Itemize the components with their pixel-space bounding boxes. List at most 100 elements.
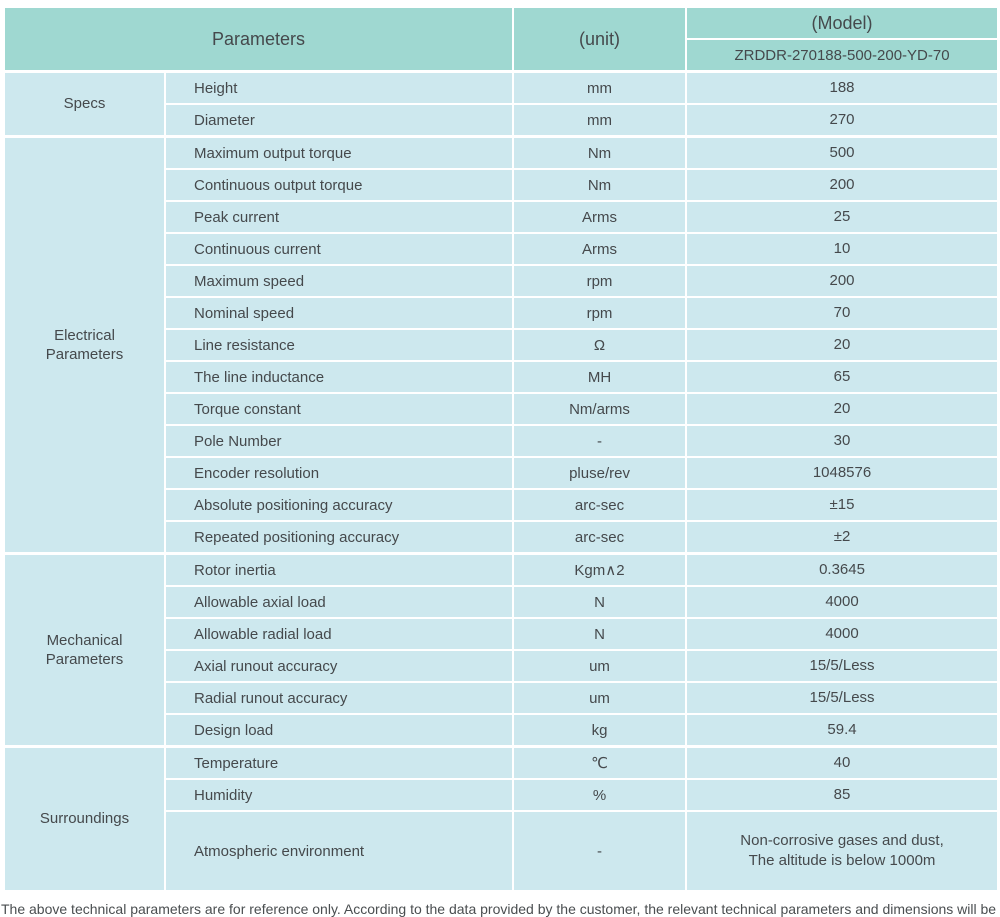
value-cell: 30 — [685, 424, 1000, 458]
value-cell: 70 — [685, 296, 1000, 330]
unit-cell: arc-sec — [512, 488, 688, 522]
spec-table: Parameters (unit) (Model) ZRDDR-270188-5… — [2, 6, 1000, 892]
param-cell: Continuous output torque — [163, 168, 515, 202]
unit-cell: Nm/arms — [512, 392, 688, 426]
value-cell: 85 — [685, 778, 1000, 812]
value-cell: 65 — [685, 360, 1000, 394]
section-label: Specs — [63, 95, 106, 113]
unit-cell: Ω — [512, 328, 688, 362]
value-cell: 270 — [685, 103, 1000, 138]
unit-cell: - — [512, 424, 688, 458]
value-cell: 20 — [685, 328, 1000, 362]
table-row: Peak current Arms 25 — [4, 200, 1000, 234]
param-cell: Rotor inertia — [163, 552, 515, 587]
section-cell-electrical: Electrical Parameters — [3, 135, 166, 555]
value-cell: 188 — [685, 70, 1000, 105]
table-row: Surroundings Temperature ℃ 40 — [3, 745, 1000, 892]
table-row: Allowable axial load N 4000 — [4, 585, 1000, 619]
value-cell: 1048576 — [685, 456, 1000, 490]
unit-cell: Nm — [512, 168, 688, 202]
param-cell: Maximum speed — [163, 264, 515, 298]
value-cell: 500 — [685, 135, 1000, 170]
param-cell: Line resistance — [163, 328, 515, 362]
unit-cell: rpm — [512, 296, 688, 330]
table-row: Repeated positioning accuracy arc-sec ±2 — [4, 520, 1000, 555]
table-row: Design load kg 59.4 — [4, 713, 1000, 748]
table-row: Absolute positioning accuracy arc-sec ±1… — [4, 488, 1000, 522]
unit-cell: mm — [512, 70, 688, 105]
footnote: The above technical parameters are for r… — [1, 901, 1000, 917]
param-cell: Peak current — [163, 200, 515, 234]
table-row: Axial runout accuracy um 15/5/Less — [4, 649, 1000, 683]
table-row: Continuous output torque Nm 200 — [4, 168, 1000, 202]
value-cell: 15/5/Less — [685, 649, 1000, 683]
table-row: The line inductance MH 65 — [4, 360, 1000, 394]
model-header: (Model) — [685, 6, 1000, 40]
table-row: Electrical Parameters Maximum output tor… — [3, 135, 1000, 555]
table-row: Encoder resolution pluse/rev 1048576 — [4, 456, 1000, 490]
section-label: Surroundings — [39, 810, 130, 828]
unit-cell: kg — [512, 713, 688, 748]
unit-cell: pluse/rev — [512, 456, 688, 490]
value-cell: 200 — [685, 168, 1000, 202]
param-cell: Continuous current — [163, 232, 515, 266]
table-row: Radial runout accuracy um 15/5/Less — [4, 681, 1000, 715]
table-row: Maximum speed rpm 200 — [4, 264, 1000, 298]
value-cell: 25 — [685, 200, 1000, 234]
param-cell: Diameter — [163, 103, 515, 138]
param-cell: Allowable axial load — [163, 585, 515, 619]
unit-cell: Arms — [512, 200, 688, 234]
param-cell: Atmospheric environment — [163, 810, 515, 892]
param-cell: Absolute positioning accuracy — [163, 488, 515, 522]
section-label: Electrical Parameters — [45, 326, 124, 364]
value-cell: 10 — [685, 232, 1000, 266]
table-row: Torque constant Nm/arms 20 — [4, 392, 1000, 426]
unit-cell: ℃ — [512, 745, 688, 780]
table-row: Allowable radial load N 4000 — [4, 617, 1000, 651]
unit-cell: N — [512, 617, 688, 651]
unit-header: (unit) — [512, 6, 688, 73]
unit-cell: MH — [512, 360, 688, 394]
param-cell: Maximum output torque — [163, 135, 515, 170]
param-cell: Axial runout accuracy — [163, 649, 515, 683]
section-cell-specs: Specs — [3, 70, 166, 138]
table-row: Humidity % 85 — [4, 778, 1000, 812]
unit-cell: um — [512, 681, 688, 715]
parameters-header: Parameters — [2, 6, 515, 73]
param-cell: Design load — [163, 713, 515, 748]
unit-cell: Arms — [512, 232, 688, 266]
unit-cell: mm — [512, 103, 688, 138]
param-cell: Height — [163, 70, 515, 105]
unit-cell: Nm — [512, 135, 688, 170]
param-cell: The line inductance — [163, 360, 515, 394]
section-cell-surroundings: Surroundings — [3, 745, 166, 892]
value-cell: 59.4 — [685, 713, 1000, 748]
value-cell: 20 — [685, 392, 1000, 426]
value-cell: Non-corrosive gases and dust, The altitu… — [685, 810, 1000, 892]
param-cell: Humidity — [163, 778, 515, 812]
param-cell: Torque constant — [163, 392, 515, 426]
unit-cell: rpm — [512, 264, 688, 298]
param-cell: Encoder resolution — [163, 456, 515, 490]
param-cell: Temperature — [163, 745, 515, 780]
table-row: Specs Height mm 188 — [3, 70, 1000, 138]
param-cell: Radial runout accuracy — [163, 681, 515, 715]
unit-cell: um — [512, 649, 688, 683]
value-cell: 0.3645 — [685, 552, 1000, 587]
value-cell: ±2 — [685, 520, 1000, 555]
value-cell: ±15 — [685, 488, 1000, 522]
table-row: Line resistance Ω 20 — [4, 328, 1000, 362]
unit-cell: arc-sec — [512, 520, 688, 555]
table-row: Continuous current Arms 10 — [4, 232, 1000, 266]
param-cell: Nominal speed — [163, 296, 515, 330]
value-cell: 40 — [685, 745, 1000, 780]
table-row: Diameter mm 270 — [4, 103, 1000, 138]
table-row: Mechanical Parameters Rotor inertia Kgm∧… — [3, 552, 1000, 748]
value-cell: 200 — [685, 264, 1000, 298]
model-number: ZRDDR-270188-500-200-YD-70 — [685, 38, 1000, 73]
value-cell: 4000 — [685, 617, 1000, 651]
unit-cell: - — [512, 810, 688, 892]
param-cell: Allowable radial load — [163, 617, 515, 651]
section-label: Mechanical Parameters — [45, 631, 124, 669]
